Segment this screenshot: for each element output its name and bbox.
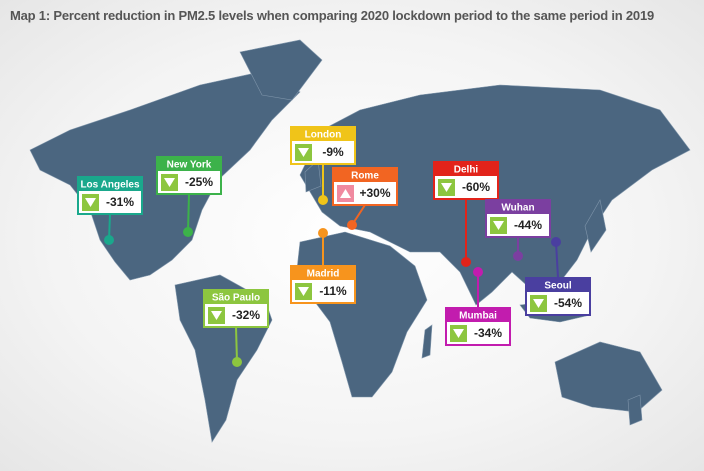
pin-dot	[347, 220, 357, 230]
callout: New York -25%	[156, 156, 222, 237]
trend-arrow	[441, 183, 452, 192]
city-name: Seoul	[544, 281, 571, 292]
reduction-value: -60%	[462, 180, 490, 194]
callout: São Paulo -32%	[203, 289, 269, 367]
map-title: Map 1: Percent reduction in PM2.5 levels…	[10, 8, 655, 23]
pin-line	[235, 326, 238, 363]
pin-dot	[473, 267, 483, 277]
reduction-value: -54%	[554, 296, 582, 310]
reduction-value: -32%	[232, 308, 260, 322]
city-name: Wuhan	[501, 203, 534, 214]
trend-arrow	[85, 198, 96, 207]
city-name: Delhi	[454, 165, 479, 176]
callout: Madrid -11%	[290, 228, 356, 304]
callout-header	[333, 168, 397, 182]
world-land	[29, 39, 691, 443]
city-name: São Paulo	[212, 293, 260, 304]
pin-line	[187, 193, 190, 233]
trend-arrow	[533, 299, 544, 308]
trend-arrow	[298, 287, 309, 296]
callout-header	[204, 290, 268, 304]
pin-dot	[513, 251, 523, 261]
trend-arrow	[493, 221, 504, 230]
reduction-value: -11%	[319, 284, 347, 298]
callout: Los Angeles -31%	[77, 176, 143, 245]
city-name: Los Angeles	[80, 180, 140, 191]
city-name: Mumbai	[459, 311, 497, 322]
city-name: Madrid	[307, 269, 340, 280]
pin-line	[555, 241, 559, 279]
pin-dot	[318, 195, 328, 205]
callout: London -9%	[290, 126, 356, 205]
reduction-value: -34%	[474, 326, 502, 340]
callout-header	[78, 177, 142, 191]
callout-header	[434, 162, 498, 176]
reduction-value: -9%	[322, 145, 344, 159]
callout: Mumbai -34%	[445, 267, 511, 346]
reduction-value: +30%	[359, 186, 390, 200]
pin-dot	[318, 228, 328, 238]
callout: Wuhan -44%	[485, 199, 551, 261]
pin-dot	[461, 257, 471, 267]
trend-arrow	[298, 148, 309, 157]
callout-header	[291, 266, 355, 280]
callout: Seoul -54%	[525, 237, 591, 316]
callout: Rome +30%	[332, 167, 398, 230]
callout-header	[526, 278, 590, 292]
callout-header	[291, 127, 355, 141]
trend-arrow	[164, 178, 175, 187]
callout-header	[157, 157, 221, 171]
pin-dot	[551, 237, 561, 247]
city-name: Rome	[351, 171, 379, 182]
reduction-value: -44%	[514, 218, 542, 232]
city-name: New York	[167, 160, 212, 171]
callout: Delhi -60%	[433, 161, 499, 267]
reduction-value: -25%	[185, 175, 213, 189]
pin-dot	[104, 235, 114, 245]
city-name: London	[305, 130, 342, 141]
trend-arrow	[211, 311, 222, 320]
reduction-value: -31%	[106, 195, 134, 209]
pin-dot	[232, 357, 242, 367]
callout-header	[446, 308, 510, 322]
callout-header	[486, 200, 550, 214]
trend-arrow	[340, 189, 351, 198]
trend-arrow	[453, 329, 464, 338]
pin-dot	[183, 227, 193, 237]
